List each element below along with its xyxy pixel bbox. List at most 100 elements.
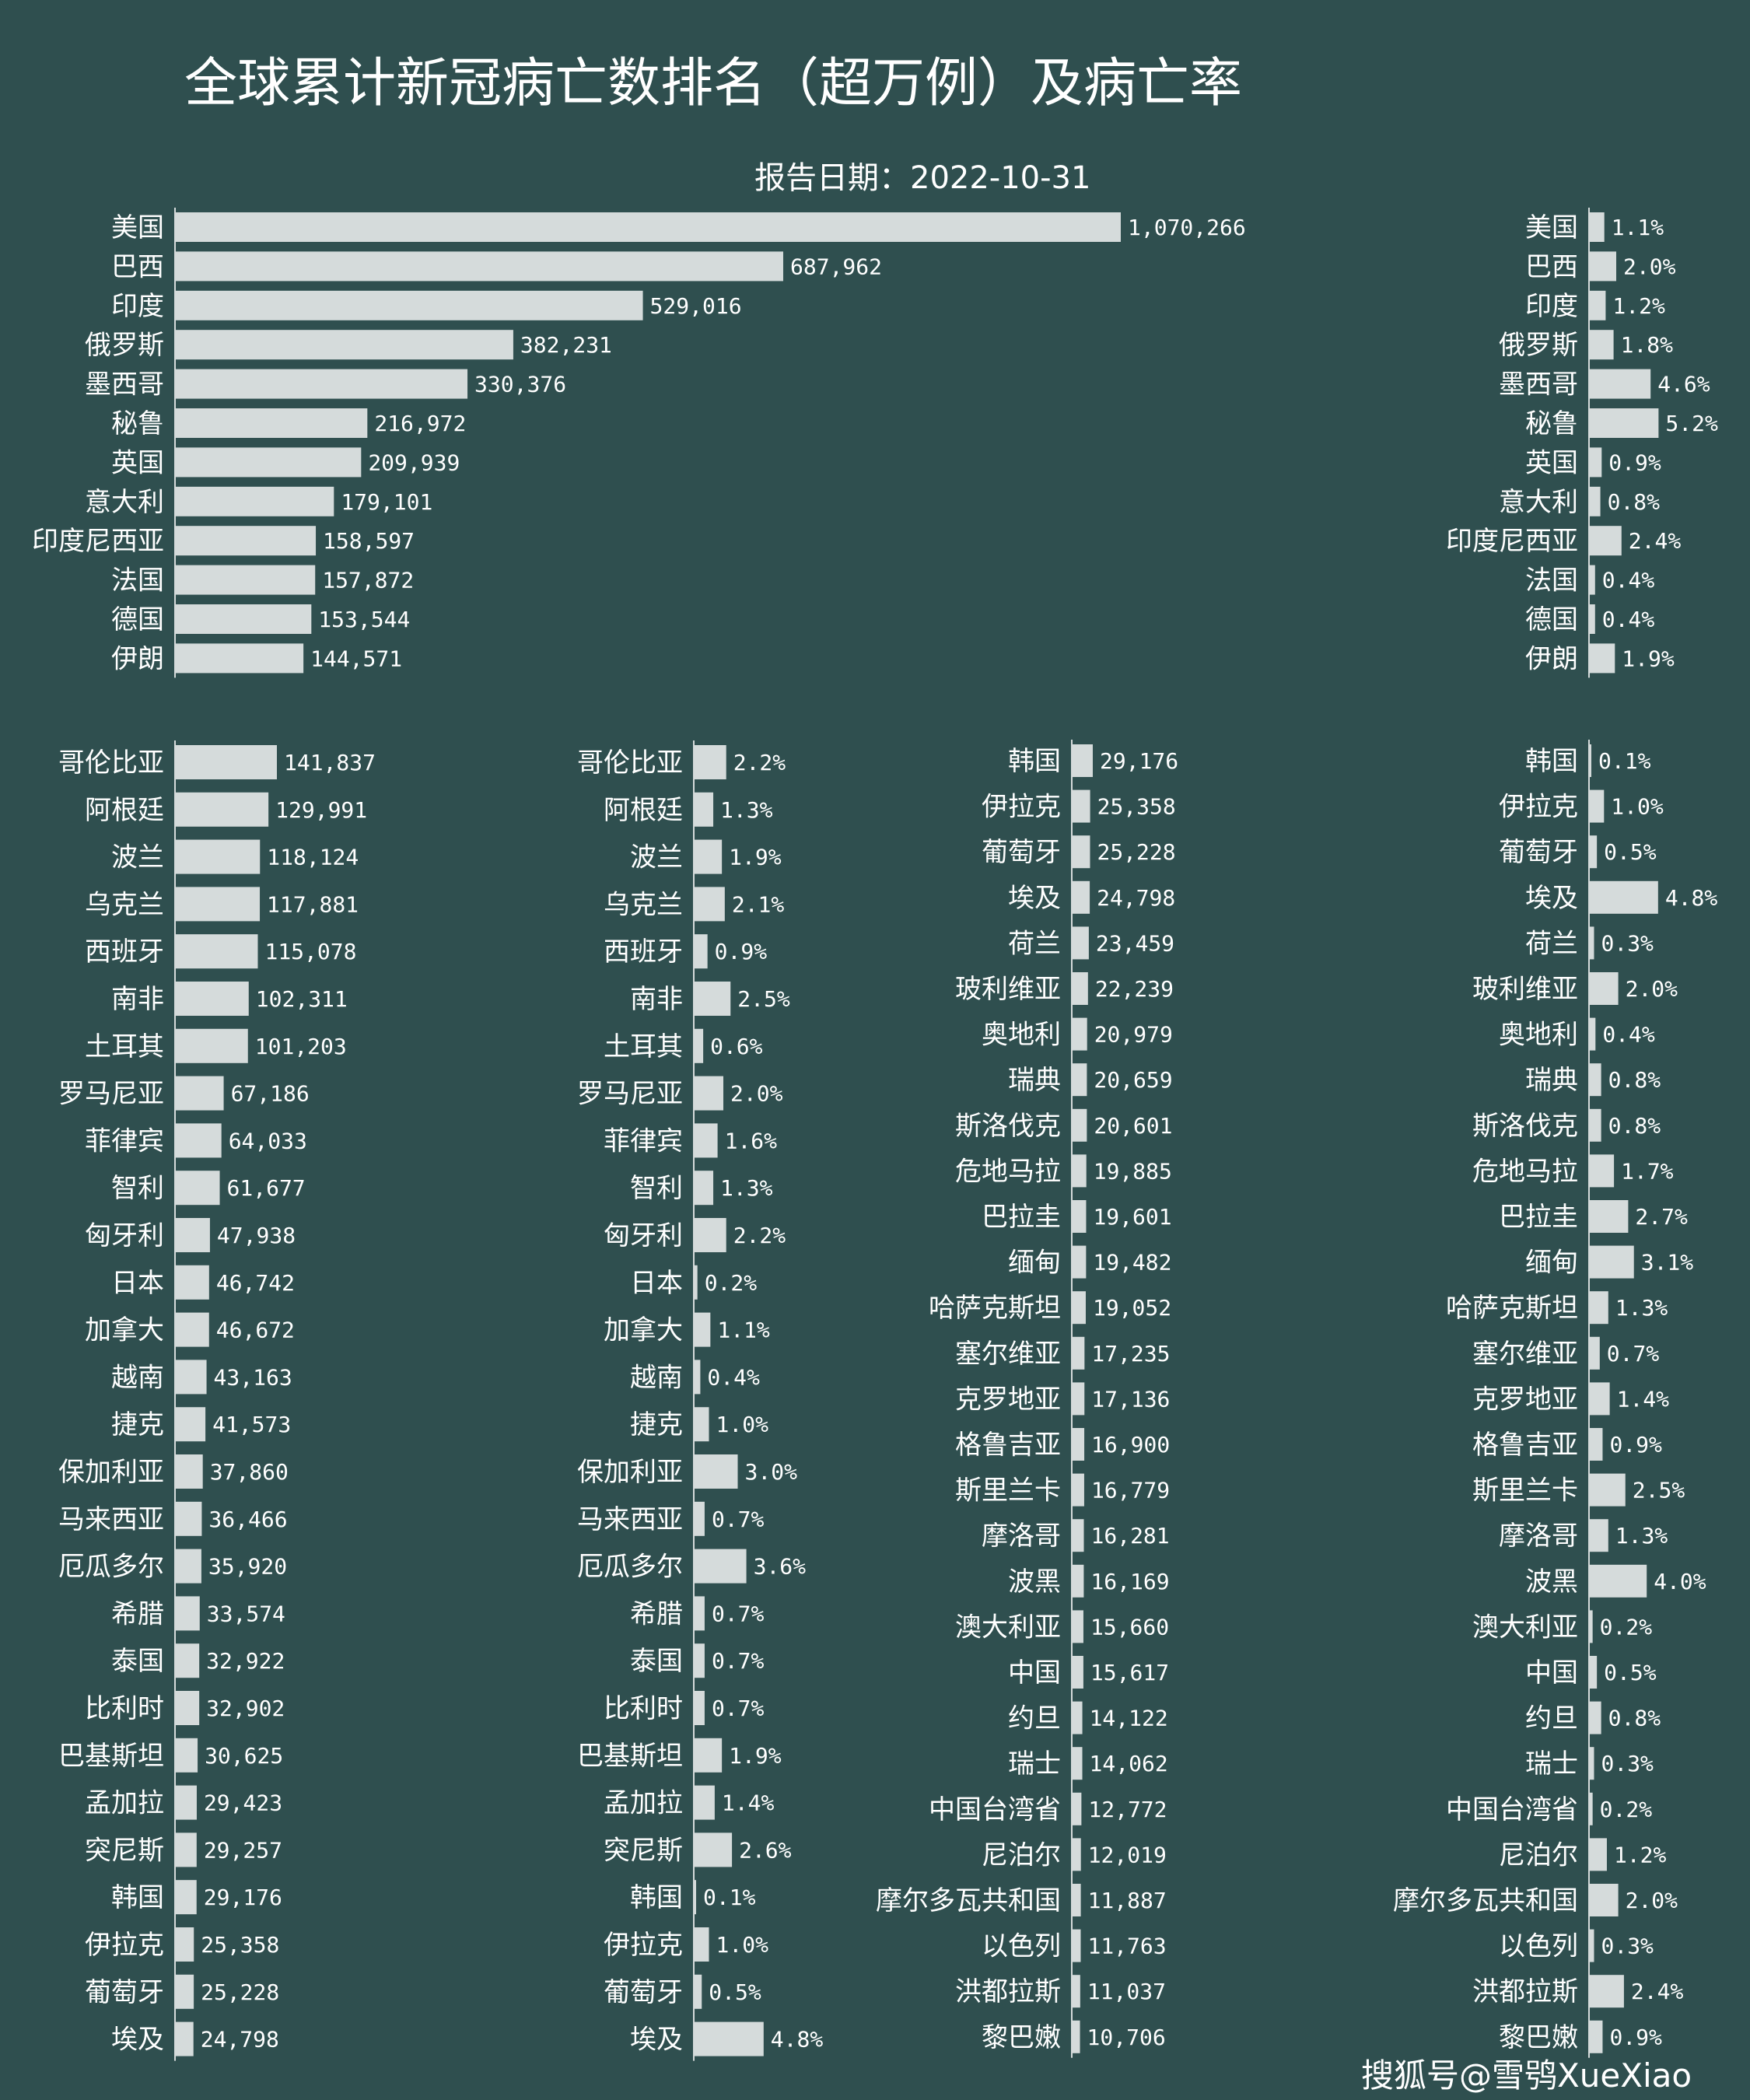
value-label: 3.1% xyxy=(1641,1250,1694,1276)
category-label: 韩国 xyxy=(1008,746,1061,777)
value-label: 0.3% xyxy=(1601,1934,1654,1959)
category-label: 意大利 xyxy=(1499,487,1578,518)
bar xyxy=(176,1832,197,1867)
bar xyxy=(695,1832,733,1867)
bar xyxy=(1590,880,1658,914)
bar xyxy=(695,1171,714,1206)
bar xyxy=(695,1549,747,1584)
category-label: 美国 xyxy=(1525,212,1578,243)
category-label: 智利 xyxy=(630,1173,683,1204)
bar xyxy=(176,1974,194,2009)
value-label: 24,798 xyxy=(1097,885,1175,911)
bar xyxy=(695,1880,696,1915)
value-label: 2.0% xyxy=(1626,976,1678,1002)
bar xyxy=(1590,1245,1634,1279)
category-label: 葡萄牙 xyxy=(85,1977,164,2008)
bar xyxy=(1590,1017,1596,1051)
bar xyxy=(176,251,783,282)
category-label: 克罗地亚 xyxy=(1472,1384,1578,1415)
bar xyxy=(1590,369,1651,399)
value-label: 29,176 xyxy=(1100,748,1178,774)
value-label: 16,779 xyxy=(1091,1478,1170,1503)
category-label: 德国 xyxy=(1525,604,1578,635)
bar xyxy=(176,745,277,779)
bar xyxy=(176,1407,206,1442)
category-label: 以色列 xyxy=(982,1931,1061,1962)
value-label: 0.5% xyxy=(1604,839,1657,865)
value-label: 24,798 xyxy=(201,2027,279,2053)
value-label: 0.1% xyxy=(1598,748,1651,774)
value-label: 2.4% xyxy=(1631,1979,1684,2004)
category-label: 中国 xyxy=(1008,1657,1061,1689)
value-label: 20,979 xyxy=(1094,1022,1173,1048)
bar xyxy=(176,1218,210,1252)
bar xyxy=(176,1596,200,1631)
value-label: 2.2% xyxy=(733,750,786,775)
bar xyxy=(1073,1200,1087,1233)
value-label: 1.1% xyxy=(717,1318,770,1343)
category-label: 加拿大 xyxy=(604,1315,683,1346)
bar xyxy=(176,290,643,320)
category-label: 俄罗斯 xyxy=(1499,330,1578,361)
value-label: 0.5% xyxy=(1604,1660,1657,1685)
category-label: 匈牙利 xyxy=(85,1220,164,1251)
value-label: 2.2% xyxy=(733,1223,786,1248)
bar xyxy=(176,643,304,674)
bar xyxy=(1590,1154,1615,1188)
category-label: 罗马尼亚 xyxy=(58,1079,164,1110)
category-label: 土耳其 xyxy=(85,1031,164,1062)
bar xyxy=(695,982,731,1016)
value-label: 0.4% xyxy=(707,1364,760,1390)
category-label: 乌克兰 xyxy=(604,889,683,920)
value-label: 0.9% xyxy=(715,939,768,964)
value-label: 1.9% xyxy=(729,845,782,870)
watermark: 搜狐号@雪鸮XueXiao xyxy=(1361,2056,1692,2095)
value-label: 3.0% xyxy=(745,1459,798,1485)
category-label: 塞尔维亚 xyxy=(1472,1339,1578,1370)
bar xyxy=(695,1596,705,1631)
bar xyxy=(1073,1701,1083,1734)
value-label: 47,938 xyxy=(217,1223,296,1248)
bar xyxy=(1590,926,1594,960)
category-label: 印度尼西亚 xyxy=(1446,526,1578,557)
category-label: 厄瓜多尔 xyxy=(58,1552,164,1583)
value-label: 1.3% xyxy=(1615,1295,1668,1321)
value-label: 0.3% xyxy=(1601,930,1654,956)
category-label: 希腊 xyxy=(630,1598,683,1629)
category-label: 阿根廷 xyxy=(604,795,683,826)
value-label: 37,860 xyxy=(210,1459,289,1485)
bar xyxy=(695,1312,711,1347)
bar xyxy=(1590,1519,1608,1552)
bar xyxy=(1590,1610,1593,1643)
bar xyxy=(1590,1701,1601,1734)
value-label: 12,019 xyxy=(1088,1842,1167,1867)
bar xyxy=(695,1123,718,1158)
bar xyxy=(176,934,258,969)
bar xyxy=(176,1454,203,1489)
category-label: 塞尔维亚 xyxy=(955,1339,1061,1370)
category-label: 伊朗 xyxy=(1525,643,1578,674)
bar xyxy=(176,1738,198,1773)
value-label: 101,203 xyxy=(255,1034,347,1059)
value-label: 1.0% xyxy=(716,1932,769,1958)
value-label: 0.9% xyxy=(1609,1432,1662,1458)
category-label: 保加利亚 xyxy=(577,1457,683,1488)
value-label: 1.2% xyxy=(1612,293,1665,319)
category-label: 法国 xyxy=(111,565,164,597)
bar xyxy=(176,839,261,874)
value-label: 32,922 xyxy=(206,1648,285,1674)
value-label: 2.4% xyxy=(1629,528,1682,554)
bar xyxy=(176,565,316,595)
bar xyxy=(176,1360,207,1395)
category-label: 哈萨克斯坦 xyxy=(1446,1293,1578,1324)
bar xyxy=(176,212,1121,242)
bar xyxy=(1073,1747,1083,1780)
category-label: 葡萄牙 xyxy=(1499,837,1578,868)
bar xyxy=(1073,1610,1083,1643)
category-label: 突尼斯 xyxy=(604,1835,683,1866)
category-label: 西班牙 xyxy=(85,936,164,968)
value-label: 1.8% xyxy=(1621,332,1674,358)
category-label: 越南 xyxy=(630,1362,683,1393)
value-label: 64,033 xyxy=(229,1128,307,1153)
category-label: 埃及 xyxy=(1008,883,1061,914)
